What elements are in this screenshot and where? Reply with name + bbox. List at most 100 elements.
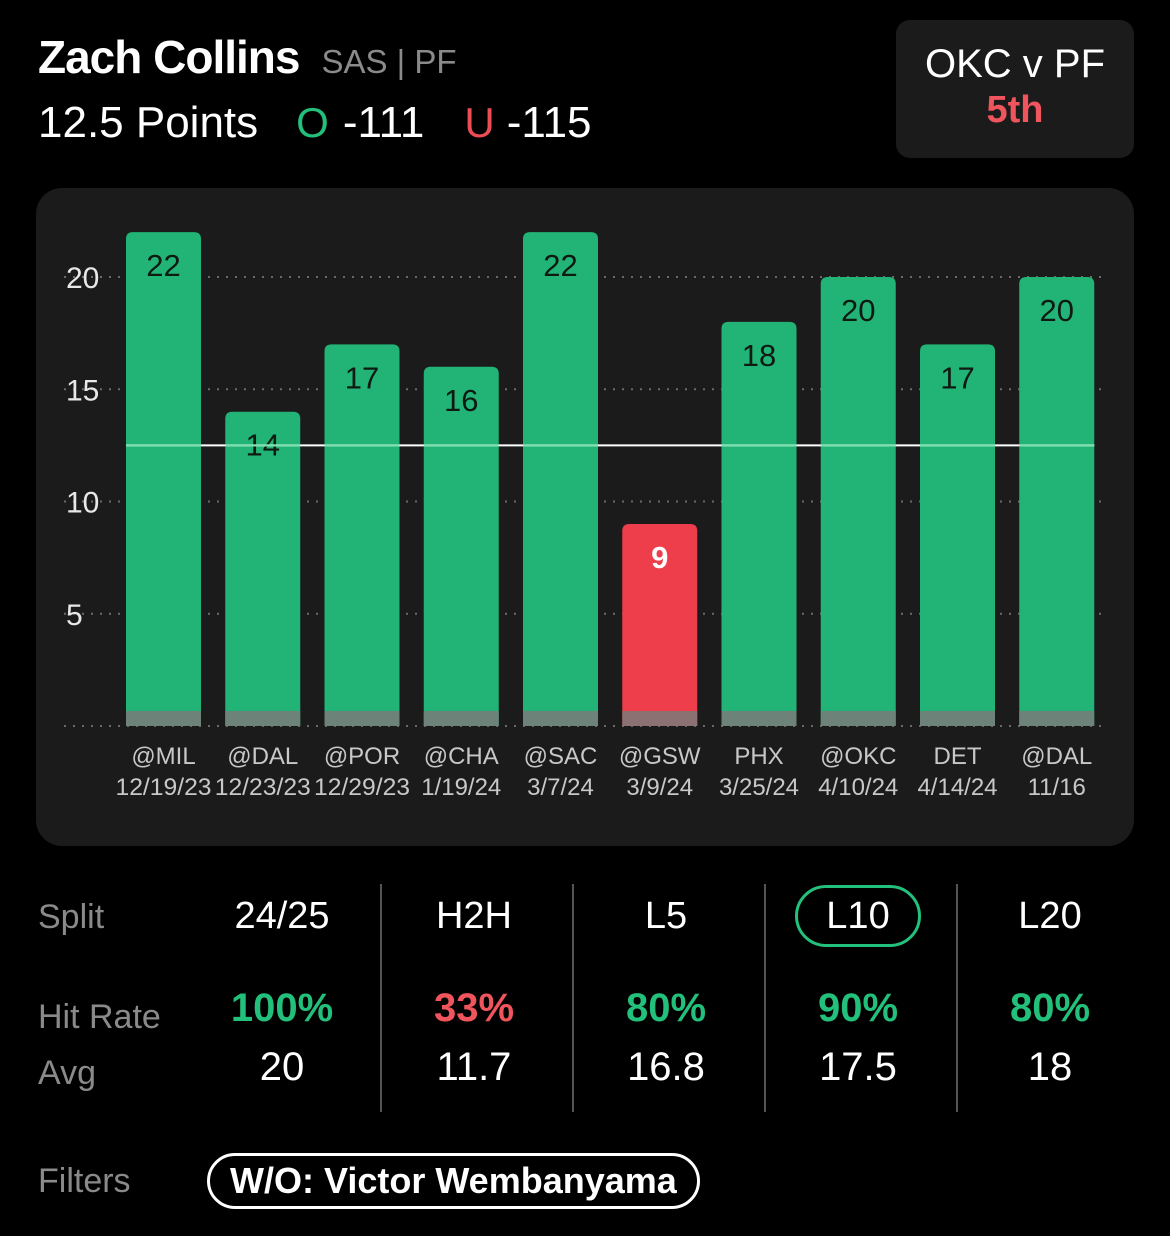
bar <box>721 321 797 726</box>
bar-base <box>920 711 995 726</box>
filters-label: Filters <box>38 1162 131 1200</box>
column-divider <box>956 884 958 1112</box>
bar-value-label: 17 <box>345 360 379 395</box>
split-column[interactable]: 24/25 100% 20 <box>186 884 378 1090</box>
x-date-label: 11/16 <box>1028 774 1086 801</box>
split-column[interactable]: H2H 33% 11.7 <box>378 884 570 1090</box>
bar <box>523 232 598 726</box>
bar-value-label: 22 <box>146 248 180 283</box>
prop-line-label: 12.5 Points <box>38 98 259 147</box>
split-tab-label: L10 <box>795 885 921 947</box>
split-column[interactable]: L5 80% 16.8 <box>570 884 762 1090</box>
y-tick-label: 10 <box>66 487 99 520</box>
bar <box>920 344 995 726</box>
column-divider <box>572 884 574 1112</box>
split-tab-l20[interactable]: L20 <box>954 884 1146 948</box>
y-tick-label: 15 <box>66 374 99 407</box>
bar-base <box>820 711 896 726</box>
x-opponent-label: @GSW <box>619 743 701 770</box>
x-opponent-label: PHX <box>734 743 783 770</box>
under-icon[interactable]: U <box>464 99 495 146</box>
bar-base <box>423 711 499 726</box>
player-team-position: SAS | PF <box>321 43 457 80</box>
bar <box>423 366 499 726</box>
split-column[interactable]: L10 90% 17.5 <box>762 884 954 1090</box>
bar-base <box>1019 711 1095 726</box>
matchup-rank: 5th <box>986 89 1044 131</box>
filter-chip[interactable]: W/O: Victor Wembanyama <box>207 1153 700 1209</box>
bar-base <box>523 711 598 726</box>
split-column[interactable]: L20 80% 18 <box>954 884 1146 1090</box>
hit-rate-value: 100% <box>230 986 334 1030</box>
bar <box>126 232 201 726</box>
avg-value: 18 <box>1027 1045 1073 1089</box>
bar-value-label: 17 <box>940 360 974 395</box>
column-divider <box>764 884 766 1112</box>
split-tab-label: L20 <box>1018 895 1082 937</box>
split-tab-label: 24/25 <box>234 895 330 937</box>
avg-value: 11.7 <box>436 1045 512 1089</box>
bar-value-label: 20 <box>841 293 875 328</box>
x-date-label: 12/23/23 <box>215 774 311 801</box>
matchup-title: OKC v PF <box>924 42 1106 86</box>
x-date-label: 4/14/24 <box>917 774 997 801</box>
hit-rate-value: 33% <box>433 986 515 1030</box>
x-date-label: 12/29/23 <box>314 774 410 801</box>
x-date-label: 3/7/24 <box>527 774 594 801</box>
bar-base <box>225 711 301 726</box>
game-log-chart: 5 10 15 20 22 @MIL 12/19/23 14 @DAL 12/23/23 17 @PO… <box>36 188 1134 846</box>
avg-value: 20 <box>259 1045 305 1089</box>
split-tab-2425[interactable]: 24/25 <box>186 884 378 948</box>
x-opponent-label: DET <box>934 743 982 770</box>
bar-value-label: 22 <box>543 248 577 283</box>
avg-value: 17.5 <box>819 1045 897 1089</box>
split-tab-label: H2H <box>435 895 513 937</box>
bar <box>622 523 698 726</box>
x-opponent-label: @OKC <box>820 743 896 770</box>
x-opponent-label: @MIL <box>131 743 195 770</box>
hit-rate-value: 80% <box>625 986 707 1030</box>
player-header: Zach Collins SAS | PF 12.5 Points O -111… <box>38 30 592 148</box>
avg-value: 16.8 <box>627 1045 705 1089</box>
x-date-label: 12/19/23 <box>116 774 212 801</box>
bar-base <box>324 711 400 726</box>
bar-base <box>721 711 797 726</box>
splits-table: Split Hit Rate Avg 24/25 100% 20 H2H 33% 11.7… <box>0 870 1170 1120</box>
bar <box>820 277 896 726</box>
bar-value-label: 18 <box>742 338 776 373</box>
split-tab-h2h[interactable]: H2H <box>378 884 570 948</box>
split-tab-label: L5 <box>644 895 688 937</box>
y-tick-label: 5 <box>66 599 83 632</box>
hit-rate-value: 80% <box>1009 986 1091 1030</box>
x-date-label: 3/9/24 <box>626 774 693 801</box>
x-opponent-label: @SAC <box>524 743 598 770</box>
x-date-label: 4/10/24 <box>818 774 898 801</box>
under-odds[interactable]: -115 <box>506 98 592 147</box>
bar <box>324 344 400 726</box>
over-icon[interactable]: O <box>296 99 329 146</box>
split-tab-l5[interactable]: L5 <box>570 884 762 948</box>
bar-value-label: 9 <box>651 540 668 575</box>
y-tick-label: 20 <box>66 262 99 295</box>
x-opponent-label: @POR <box>324 743 400 770</box>
column-divider <box>380 884 382 1112</box>
over-odds[interactable]: -111 <box>342 98 425 147</box>
bar-value-label: 20 <box>1040 293 1074 328</box>
bar-base <box>126 711 201 726</box>
hit-rate-row-label: Hit Rate <box>38 998 161 1036</box>
bar-base <box>622 711 698 726</box>
matchup-card[interactable]: OKC v PF 5th <box>896 20 1134 158</box>
x-opponent-label: @CHA <box>424 743 499 770</box>
player-name: Zach Collins <box>38 31 300 83</box>
bar <box>1019 277 1095 726</box>
split-tab-l10[interactable]: L10 <box>762 884 954 948</box>
bar-value-label: 16 <box>444 383 478 418</box>
split-row-label: Split <box>38 898 105 936</box>
x-date-label: 3/25/24 <box>719 774 799 801</box>
x-date-label: 1/19/24 <box>421 774 501 801</box>
x-opponent-label: @DAL <box>1021 743 1092 770</box>
avg-row-label: Avg <box>38 1054 96 1092</box>
x-opponent-label: @DAL <box>227 743 298 770</box>
bar <box>225 411 301 726</box>
